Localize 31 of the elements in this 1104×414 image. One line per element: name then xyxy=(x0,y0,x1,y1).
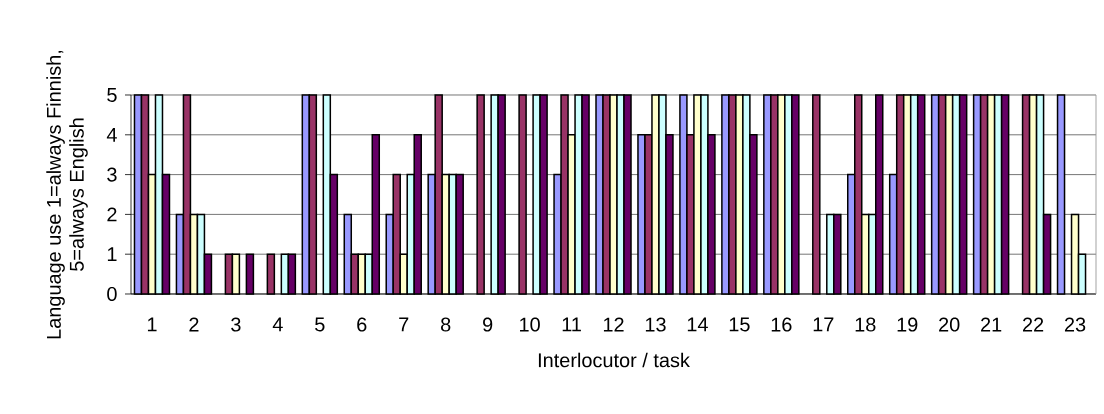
x-tick-label: 23 xyxy=(1064,317,1086,332)
x-tick-label: 8 xyxy=(441,317,451,332)
x-tick-label: 18 xyxy=(855,317,876,332)
x-tick-label: 19 xyxy=(897,317,918,332)
y-tick-label: 5 xyxy=(107,88,117,102)
x-tick-label: 10 xyxy=(520,317,540,332)
x-axis-title: Interlocutor / task xyxy=(538,352,690,368)
y-tick-label: 2 xyxy=(107,207,117,222)
x-tick-label: 4 xyxy=(272,317,283,332)
x-tick-label: 17 xyxy=(813,317,834,332)
x-tick-label: 1 xyxy=(147,317,157,332)
x-tick-label: 6 xyxy=(357,317,367,332)
x-tick-label: 22 xyxy=(1022,317,1044,332)
y-tick-label: 0 xyxy=(107,286,117,302)
x-tick-label: 2 xyxy=(189,317,199,332)
x-tick-label: 7 xyxy=(399,317,409,332)
x-tick-label: 14 xyxy=(687,317,708,332)
x-tick-label: 21 xyxy=(981,317,1002,332)
x-tick-label: 16 xyxy=(771,317,792,332)
y-axis-title: Language use 1=always Finnish, 5=always English xyxy=(46,50,88,339)
x-tick-label: 9 xyxy=(483,317,493,332)
x-tick-label: 12 xyxy=(603,317,624,332)
y-tick-label: 4 xyxy=(106,127,117,142)
y-tick-label: 3 xyxy=(107,167,117,182)
x-tick-label: 11 xyxy=(562,317,581,332)
x-tick-label: 20 xyxy=(939,317,960,332)
x-tick-label: 5 xyxy=(315,317,325,332)
x-tick-label: 3 xyxy=(231,317,241,332)
x-tick-label: 15 xyxy=(729,317,750,332)
x-tick-label: 13 xyxy=(645,317,666,332)
y-tick-label: 1 xyxy=(107,247,117,262)
